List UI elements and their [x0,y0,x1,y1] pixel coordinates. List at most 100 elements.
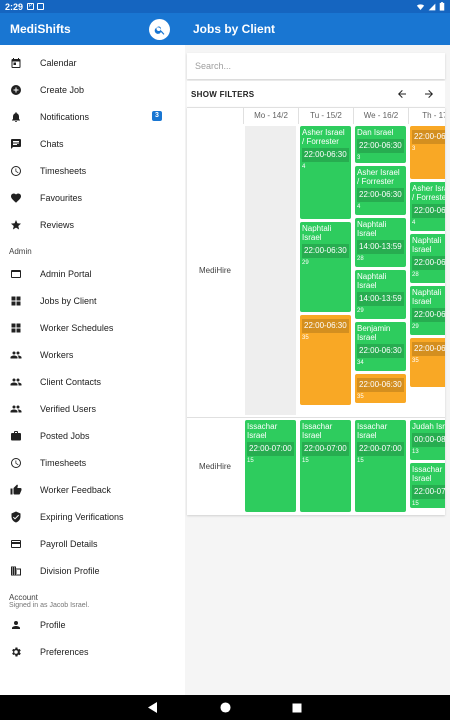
admin-item-worker-schedules[interactable]: Worker Schedules [0,314,185,341]
show-filters-button[interactable]: SHOW FILTERS [191,89,255,99]
job-card[interactable]: Dan Israel 22:00-06:30 3 [355,126,406,163]
job-card[interactable]: Asher Israel / Forrester 22:00-06 4 [410,182,445,231]
day-header: Mo - 14/2 [243,108,298,124]
search-input[interactable]: Search... [187,53,445,79]
recents-button[interactable] [291,702,303,714]
job-number: 3 [357,155,361,161]
job-card[interactable]: Issachar Israel 22:00-07 15 [410,463,445,508]
job-card[interactable]: Issachar Israel 22:00-07:00 15 [245,420,296,512]
job-time: 22:00-06 [412,256,445,270]
job-card[interactable]: Issachar Israel 22:00-07:00 15 [300,420,351,512]
notification-count-badge: 3 [152,111,162,121]
job-time: 00:00-08 [412,433,445,447]
job-card[interactable]: Naphtali Israel 22:00-06 29 [410,286,445,335]
app-title: MediShifts [10,22,71,36]
sidebar-item-notifications[interactable]: Notifications 3 [0,103,185,130]
job-worker-name: Naphtali Israel [302,224,332,242]
job-time: 22:00-06:30 [357,188,404,202]
admin-section-label: Admin [9,247,32,256]
admin-item-timesheets[interactable]: Timesheets [0,449,185,476]
admin-item-division-profile[interactable]: Division Profile [0,557,185,584]
nav-item-label: Profile [40,619,66,630]
thumb-up-icon [9,483,23,497]
grid-icon [9,294,23,308]
back-button[interactable] [147,702,159,714]
star-icon [9,218,23,232]
nav-item-label: Admin Portal [40,268,92,279]
job-card[interactable]: 22:00-06 3 [410,126,445,179]
sidebar-item-calendar[interactable]: Calendar [0,49,185,76]
job-card[interactable]: Naphtali Israel 14:00-13:59 29 [355,270,406,319]
sidebar-item-create-job[interactable]: Create Job [0,76,185,103]
nav-item-label: Timesheets [40,457,87,468]
job-card[interactable]: Asher Israel / Forrester 22:00-06:30 4 [355,166,406,215]
job-worker-name: Naphtali Israel [357,272,387,290]
job-card[interactable]: Naphtali Israel 22:00-06 28 [410,234,445,283]
job-card[interactable]: Judah Isra 00:00-08 13 [410,420,445,460]
arrow-left-icon [398,90,406,98]
person-icon [9,618,23,632]
admin-item-jobs-by-client[interactable]: Jobs by Client [0,287,185,314]
job-worker-name: Judah Isra [412,422,445,431]
sidebar-item-chats[interactable]: Chats [0,130,185,157]
briefcase-icon [9,429,23,443]
home-button[interactable] [219,702,231,714]
job-card[interactable]: Asher Israel / Forrester 22:00-06:30 4 [300,126,351,219]
sidebar-item-timesheets[interactable]: Timesheets [0,157,185,184]
job-worker-name: Naphtali Israel [412,236,442,254]
sidebar-item-reviews[interactable]: Reviews [0,211,185,238]
job-number: 29 [302,260,309,266]
empty-day-cell[interactable] [245,126,296,415]
timer-icon [9,164,23,178]
next-week-button[interactable] [421,86,437,102]
search-icon [154,26,164,35]
job-card[interactable]: 22:00-06 35 [410,338,445,387]
gear-icon [9,645,23,659]
job-card[interactable]: 22:00-06:30 35 [300,315,351,405]
search-button[interactable] [149,19,170,40]
battery-icon [439,2,445,11]
row-divider [187,417,445,418]
nav-item-label: Worker Feedback [40,484,111,495]
download-icon [37,3,45,10]
job-time: 14:00-13:59 [357,240,404,254]
job-card[interactable]: Issachar Israel 22:00-07:00 15 [355,420,406,512]
job-card[interactable]: Naphtali Israel 22:00-06:30 29 [300,222,351,312]
admin-item-admin-portal[interactable]: Admin Portal [0,260,185,287]
admin-item-worker-feedback[interactable]: Worker Feedback [0,476,185,503]
nav-item-label: Jobs by Client [40,295,97,306]
filter-bar: SHOW FILTERS [187,81,445,107]
sidebar-item-favourites[interactable]: Favourites [0,184,185,211]
job-time: 22:00-06:30 [302,148,349,162]
job-number: 29 [412,324,419,330]
client-name: MediHire [198,265,231,275]
job-number: 29 [357,308,364,314]
app-bar: MediShifts Jobs by Client [0,13,450,45]
prev-week-button[interactable] [394,86,410,102]
job-card[interactable]: Benjamin Israel 22:00-06:30 34 [355,322,406,371]
admin-item-payroll-details[interactable]: Payroll Details [0,530,185,557]
account-item-profile[interactable]: Profile [0,611,185,638]
job-number: 13 [412,449,419,455]
job-worker-name: Issachar Israel [247,422,278,440]
job-card[interactable]: 22:00-06:30 35 [355,374,406,403]
admin-item-client-contacts[interactable]: Client Contacts [0,368,185,395]
job-worker-name: Issachar Israel [412,465,443,483]
app-notification-icon: P [27,3,35,10]
admin-item-verified-users[interactable]: Verified Users [0,395,185,422]
job-card[interactable]: Naphtali Israel 14:00-13:59 28 [355,218,406,267]
nav-item-label: Chats [40,138,64,149]
job-worker-name: Naphtali Israel [357,220,387,238]
nav-item-label: Posted Jobs [40,430,90,441]
job-time: 22:00-06 [412,308,445,322]
account-item-preferences[interactable]: Preferences [0,638,185,665]
admin-item-expiring-verifications[interactable]: Expiring Verifications [0,503,185,530]
timer-icon [9,456,23,470]
job-number: 35 [302,335,309,341]
nav-item-label: Division Profile [40,565,100,576]
admin-item-posted-jobs[interactable]: Posted Jobs [0,422,185,449]
people-icon [9,375,23,389]
nav-item-label: Expiring Verifications [40,511,124,522]
admin-item-workers[interactable]: Workers [0,341,185,368]
nav-item-label: Calendar [40,57,77,68]
